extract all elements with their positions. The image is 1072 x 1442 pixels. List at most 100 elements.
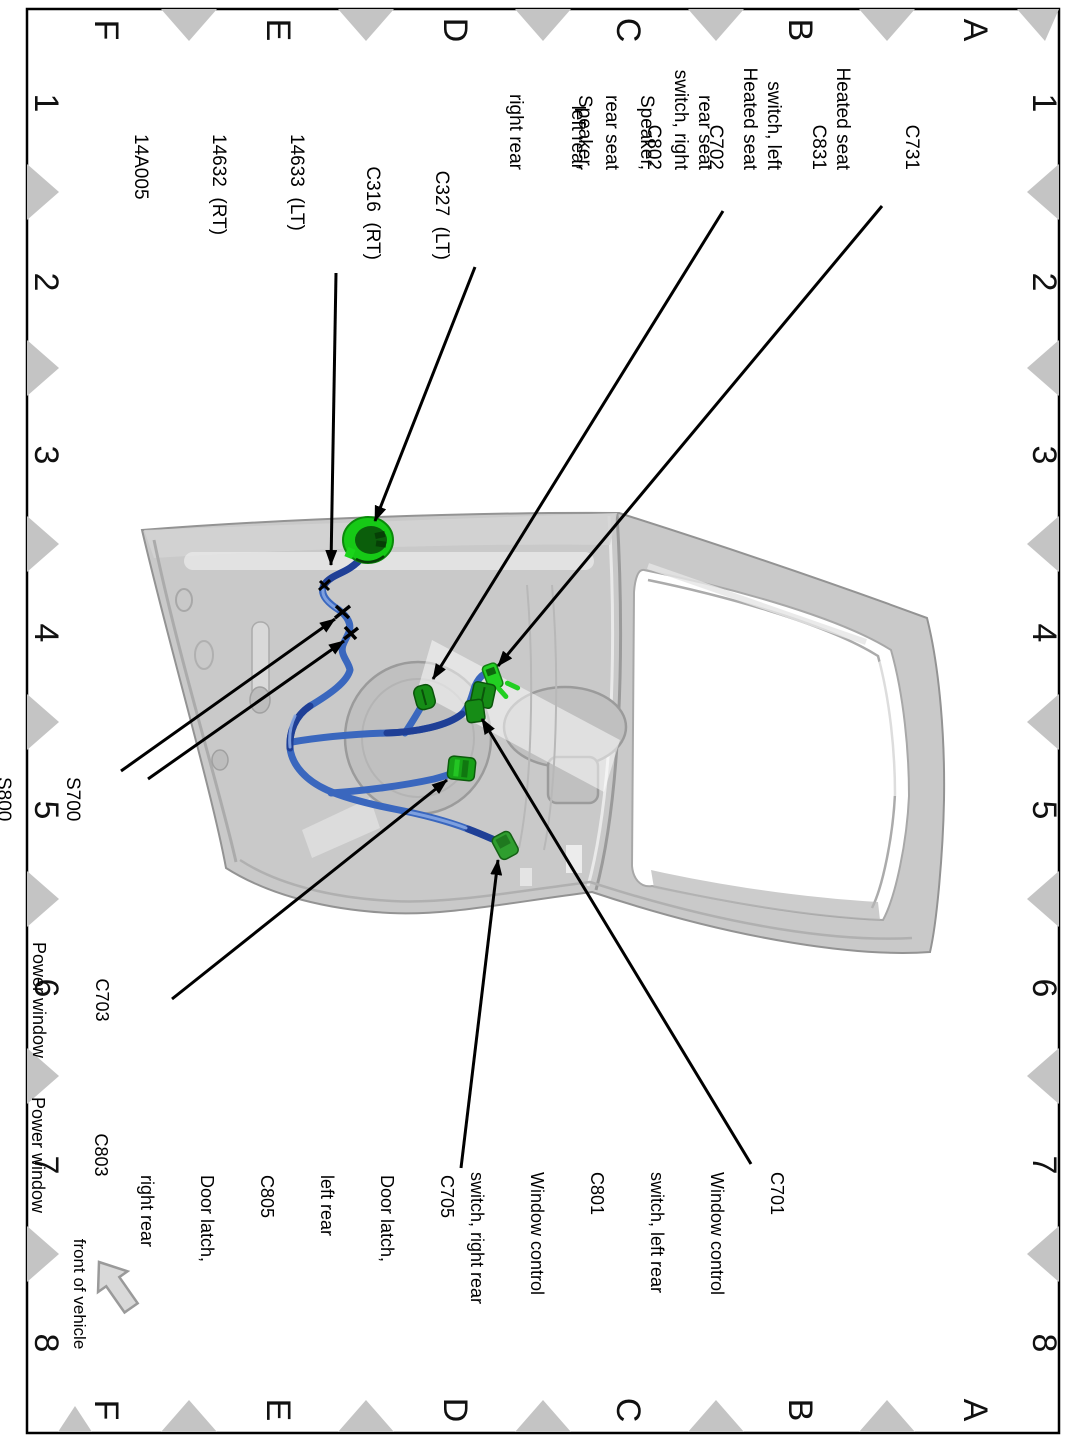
label-line: right rear xyxy=(137,1175,157,1248)
callout-arrows xyxy=(120,205,884,1169)
latch-cutout xyxy=(520,868,532,886)
label-c703: C703 Power window motor, left rear xyxy=(0,917,154,1083)
grid-tick-triangle xyxy=(1027,164,1059,220)
grid-tick-triangle xyxy=(515,9,571,41)
callout-arrow-window-switch xyxy=(480,718,753,1165)
grid-ticks-right xyxy=(58,1400,915,1432)
label-line: S800 xyxy=(0,777,14,822)
grid-tick-triangle xyxy=(1027,871,1059,927)
label-line: 14633 (LT) xyxy=(286,134,307,231)
label-line: right rear xyxy=(505,93,526,170)
grid-tick-triangle xyxy=(27,164,59,220)
grid-tick-triangle xyxy=(1027,516,1059,572)
grid-tick-triangle xyxy=(1027,1048,1059,1104)
label-c701-c801: C701 Window control switch, left rear C8… xyxy=(427,1172,827,1342)
grid-letter-left-e: E xyxy=(259,18,297,42)
grid-tick-triangle xyxy=(27,1048,59,1104)
label-line: C802 xyxy=(643,124,664,170)
frame-top-glare xyxy=(875,658,903,796)
label-line: Power window xyxy=(29,941,49,1059)
label-front-of-vehicle: front of vehicle xyxy=(70,1238,89,1350)
grid-ticks-top xyxy=(1027,164,1059,1282)
door-latch-connector xyxy=(491,830,519,861)
grid-number-top-8: 8 xyxy=(1025,1333,1063,1353)
grid-tick-triangle xyxy=(338,9,394,41)
front-pillar-glare xyxy=(647,563,867,645)
front-stiffener-highlight xyxy=(184,552,594,570)
callout-arrow-harness-part xyxy=(325,272,338,566)
grid-number-top-7: 7 xyxy=(1025,1155,1063,1175)
harness-dark-segment xyxy=(383,710,466,737)
speaker-connector xyxy=(413,683,436,711)
grid-ticks-bottom xyxy=(27,164,59,1282)
grid-number-bottom-8: 8 xyxy=(27,1333,65,1353)
grid-tick-triangle xyxy=(58,1406,92,1432)
small-hole xyxy=(211,749,229,771)
label-line: 14632 (RT) xyxy=(208,134,229,236)
grid-tick-triangle xyxy=(338,1400,394,1432)
label-line: Door latch, xyxy=(377,1175,397,1263)
label-line: Window control xyxy=(707,1172,727,1296)
power-window-motor-connector xyxy=(446,755,477,782)
grid-tick-triangle xyxy=(27,516,59,572)
front-of-vehicle-arrow-icon xyxy=(96,1260,140,1315)
grid-number-bottom-4: 4 xyxy=(27,623,65,643)
label-line: C801 xyxy=(587,1172,607,1216)
label-line: switch, right rear xyxy=(467,1172,487,1305)
harness-retainer-clip xyxy=(333,604,352,620)
grid-tick-triangle xyxy=(515,1400,571,1432)
rear-door-illustration xyxy=(140,511,946,954)
grid-number-top-3: 3 xyxy=(1025,445,1063,465)
label-line: C703 xyxy=(92,978,112,1022)
grid-tick-triangle xyxy=(27,871,59,927)
grid-tick-triangle xyxy=(27,694,59,750)
label-line: C731 xyxy=(901,124,922,170)
panel-glare-band xyxy=(302,798,380,858)
callout-arrow-splice-s800 xyxy=(147,639,345,781)
grid-number-top-4: 4 xyxy=(1025,623,1063,643)
label-harness-part-numbers: 14633 (LT) 14632 (RT) 14A005 xyxy=(75,134,361,354)
label-line: C327 (LT) xyxy=(431,170,452,260)
heated-seat-switch-connector xyxy=(481,662,521,700)
connectors xyxy=(342,516,521,861)
grid-letter-right-a: A xyxy=(956,1398,994,1422)
grid-number-top-2: 2 xyxy=(1025,272,1063,292)
rear-edge-line xyxy=(239,858,913,940)
grid-number-top-1: 1 xyxy=(1025,93,1063,113)
grid-letter-right-c: C xyxy=(609,1397,647,1423)
grid-letter-right-b: B xyxy=(781,1398,819,1422)
label-line: Power window xyxy=(28,1096,48,1214)
grid-ticks-left xyxy=(161,9,1059,41)
bottom-flange xyxy=(152,539,238,863)
callout-arrow-inline-connector xyxy=(373,266,477,522)
grid-tick-triangle xyxy=(859,1400,915,1432)
grid-letter-left-f: F xyxy=(87,19,125,41)
window-opening xyxy=(630,568,911,922)
callout-arrow-heated-seat-switch xyxy=(496,205,884,667)
grid-number-top-5: 5 xyxy=(1025,800,1063,820)
small-hole xyxy=(175,588,193,612)
grid-tick-triangle xyxy=(1017,9,1059,41)
label-line: S700 xyxy=(62,777,83,822)
panel-glare-band xyxy=(417,640,620,792)
grid-tick-triangle xyxy=(859,9,915,41)
grid-tick-triangle xyxy=(161,9,217,41)
grid-tick-triangle xyxy=(1027,340,1059,396)
label-line: Door latch, xyxy=(197,1175,217,1263)
grid-number-bottom-1: 1 xyxy=(27,93,65,113)
speaker-hole-inner-ring xyxy=(361,678,475,798)
callout-arrow-window-motor xyxy=(171,778,448,1001)
grid-tick-triangle xyxy=(688,9,744,41)
window-switch-connector xyxy=(464,698,486,724)
small-hole xyxy=(194,640,214,670)
callout-arrow-speaker xyxy=(431,210,725,680)
grid-tick-triangle xyxy=(688,1400,744,1432)
grid-number-bottom-2: 2 xyxy=(27,272,65,292)
inline-connector-round xyxy=(342,516,394,564)
grid-tick-triangle xyxy=(161,1400,217,1432)
grid-letter-right-f: F xyxy=(87,1399,125,1421)
grid-number-top-6: 6 xyxy=(1025,978,1063,998)
